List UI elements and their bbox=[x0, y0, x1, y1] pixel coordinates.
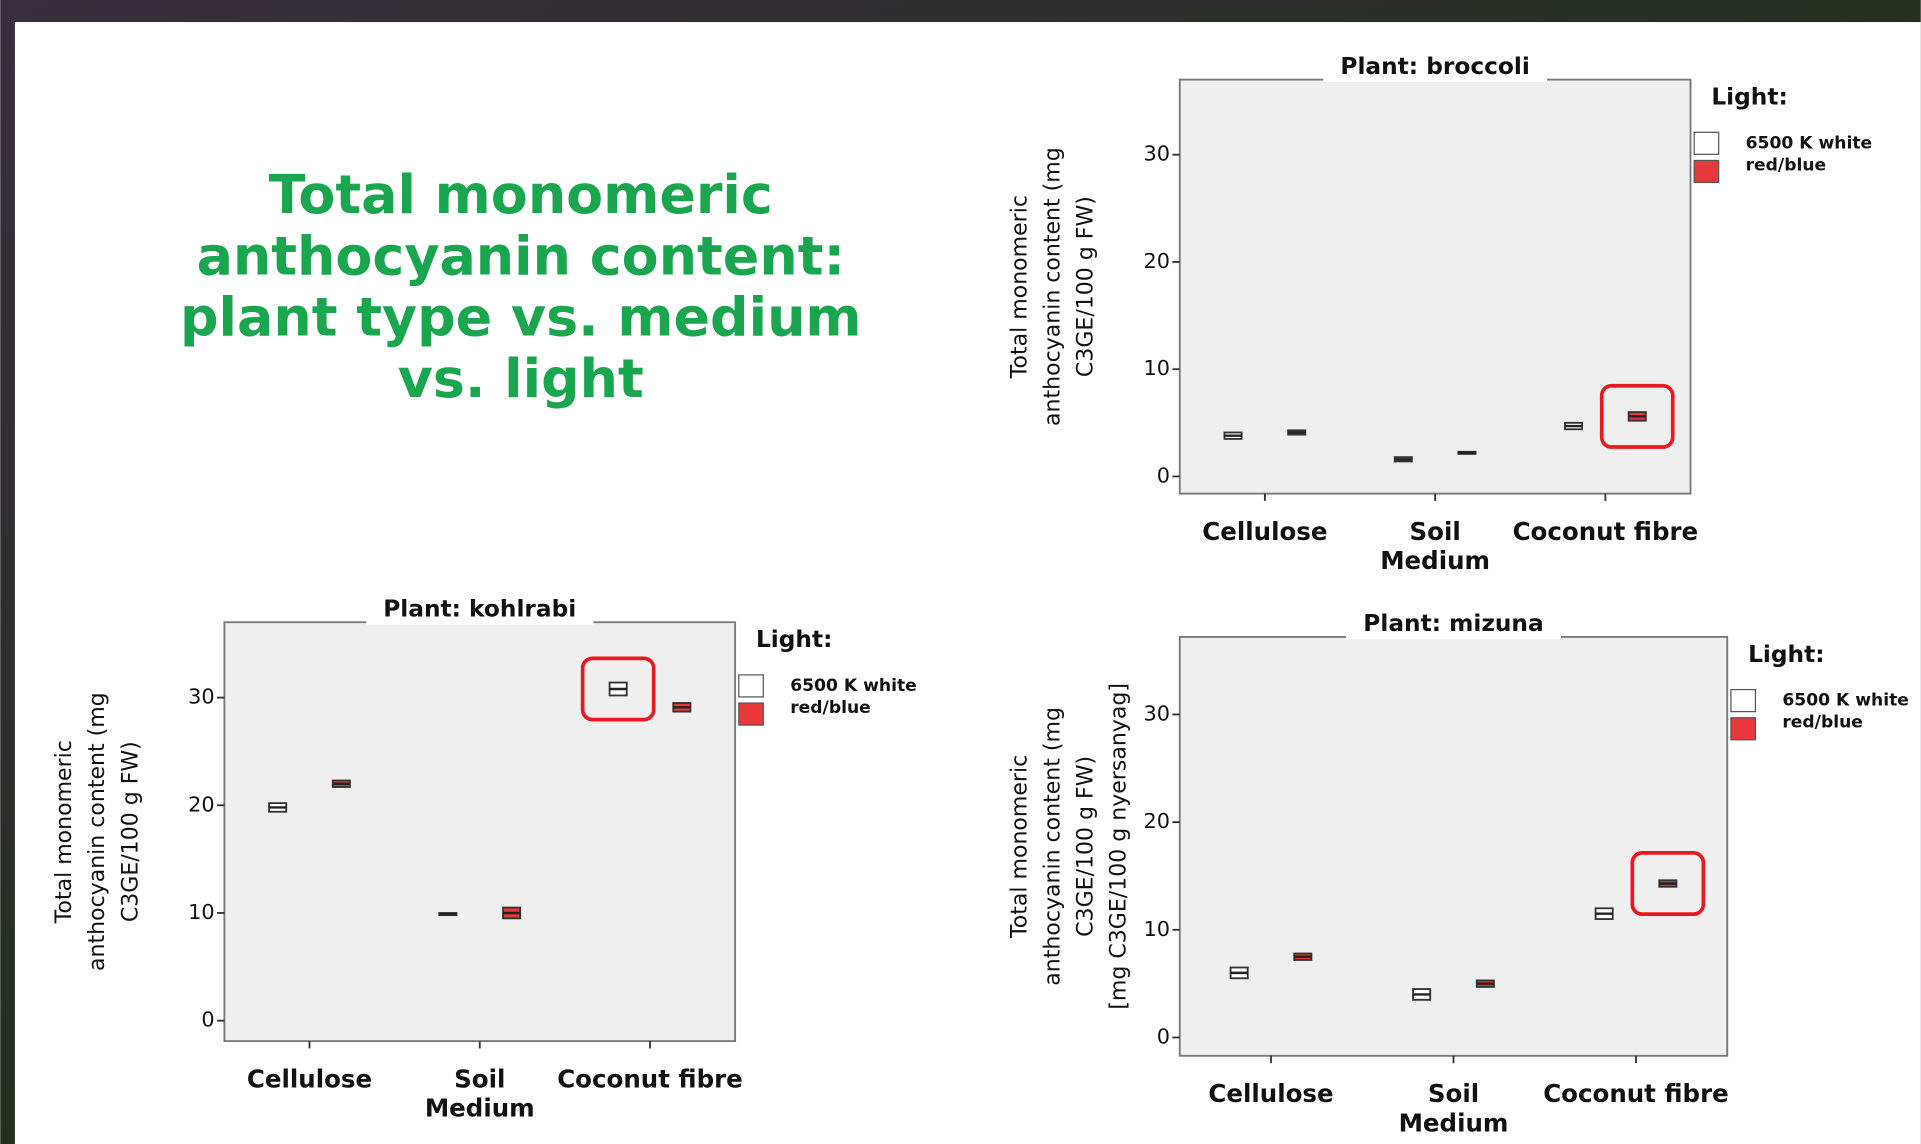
y-tick-label: 0 bbox=[1157, 463, 1170, 487]
y-axis-label: C3GE/100 g FW) bbox=[118, 741, 143, 922]
legend-swatch bbox=[739, 675, 763, 697]
chart-title: Plant: broccoli bbox=[1340, 53, 1529, 80]
legend-label: 6500 K white bbox=[1746, 133, 1873, 153]
x-tick-label: Cellulose bbox=[1202, 517, 1327, 546]
legend-title: Light: bbox=[1748, 641, 1824, 668]
legend-swatch bbox=[1694, 160, 1718, 182]
y-tick-label: 10 bbox=[1143, 917, 1169, 941]
plot-area bbox=[1180, 637, 1728, 1056]
title-line: plant type vs. medium bbox=[180, 286, 862, 349]
y-tick-label: 30 bbox=[188, 685, 214, 709]
title-line: anthocyanin content: bbox=[197, 224, 845, 287]
y-axis-label: anthocyanin content (mg bbox=[1041, 707, 1066, 986]
legend-swatch bbox=[1694, 132, 1718, 154]
x-axis-label: Medium bbox=[1399, 1108, 1509, 1137]
x-tick-label: Cellulose bbox=[247, 1064, 372, 1093]
legend-label: red/blue bbox=[790, 698, 871, 718]
y-tick-label: 30 bbox=[1143, 142, 1169, 166]
legend-label: red/blue bbox=[1782, 713, 1863, 733]
y-tick-label: 10 bbox=[1143, 356, 1169, 380]
legend-label: red/blue bbox=[1746, 155, 1827, 175]
y-axis-label: C3GE/100 g FW) bbox=[1074, 196, 1099, 377]
y-axis-label: anthocyanin content (mg bbox=[1041, 147, 1066, 426]
x-axis-label: Medium bbox=[1380, 546, 1490, 575]
y-tick-label: 20 bbox=[1143, 809, 1169, 833]
x-tick-label: Coconut fibre bbox=[557, 1064, 743, 1093]
y-axis-label: anthocyanin content (mg bbox=[85, 692, 110, 971]
x-tick-label: Coconut fibre bbox=[1543, 1079, 1729, 1108]
legend-swatch bbox=[1731, 690, 1755, 712]
y-axis-label: Total monomeric bbox=[52, 740, 77, 924]
y-tick-label: 0 bbox=[1157, 1025, 1170, 1049]
legend-title: Light: bbox=[1711, 83, 1787, 110]
y-tick-label: 20 bbox=[188, 792, 214, 816]
x-axis-label: Medium bbox=[425, 1094, 535, 1123]
title-line: vs. light bbox=[398, 347, 644, 410]
plot-area bbox=[224, 622, 735, 1041]
slide: Total monomeric anthocyanin content: pla… bbox=[0, 0, 1921, 1144]
y-axis-label: [mg C3GE/100 g nyersanyag] bbox=[1107, 683, 1132, 1010]
x-tick-label: Soil bbox=[1428, 1079, 1479, 1108]
legend-title: Light: bbox=[756, 626, 832, 653]
y-tick-label: 0 bbox=[201, 1008, 214, 1032]
legend-swatch bbox=[1731, 718, 1755, 740]
y-axis-label: Total monomeric bbox=[1008, 755, 1033, 939]
title-line: Total monomeric bbox=[269, 163, 773, 226]
legend-label: 6500 K white bbox=[790, 676, 917, 696]
chart-title: Plant: kohlrabi bbox=[383, 595, 576, 622]
y-axis-label: C3GE/100 g FW) bbox=[1074, 756, 1099, 937]
legend-label: 6500 K white bbox=[1782, 691, 1909, 711]
plot-area bbox=[1180, 80, 1691, 494]
x-tick-label: Cellulose bbox=[1208, 1079, 1333, 1108]
y-axis-label: Total monomeric bbox=[1008, 195, 1033, 379]
x-tick-label: Soil bbox=[1410, 517, 1461, 546]
y-tick-label: 30 bbox=[1143, 701, 1169, 725]
x-tick-label: Coconut fibre bbox=[1513, 517, 1699, 546]
y-tick-label: 20 bbox=[1143, 249, 1169, 273]
legend-swatch bbox=[739, 703, 763, 725]
y-tick-label: 10 bbox=[188, 900, 214, 924]
x-tick-label: Soil bbox=[454, 1064, 505, 1093]
chart-title: Plant: mizuna bbox=[1363, 610, 1543, 637]
